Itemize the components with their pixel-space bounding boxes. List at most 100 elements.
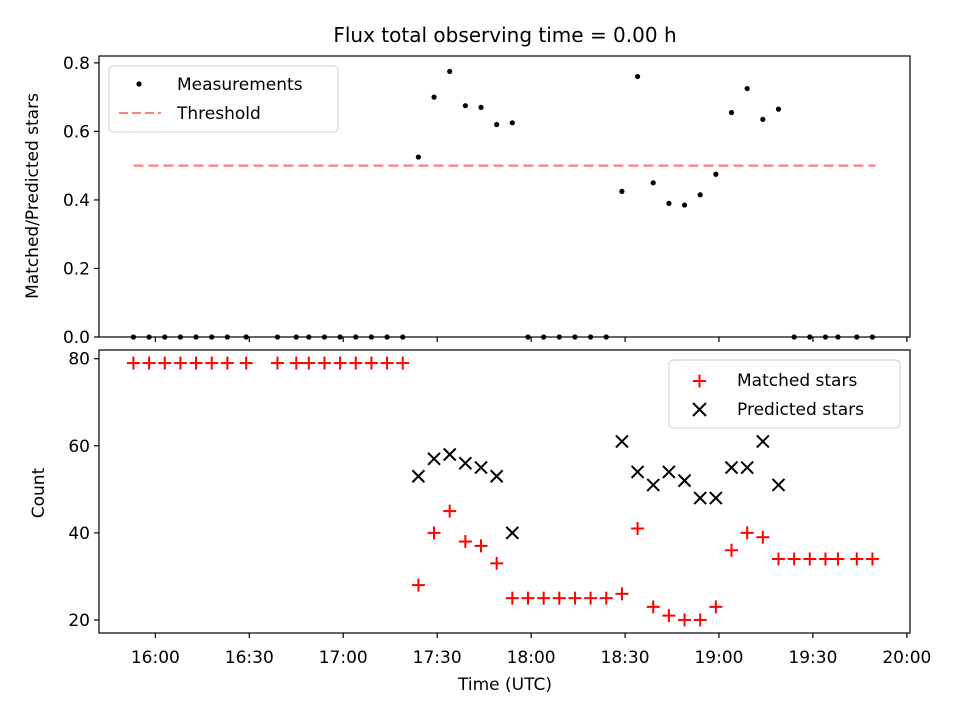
- matched-star-point: [158, 356, 172, 370]
- matched-star-point: [458, 535, 472, 549]
- matched-star-point: [474, 539, 488, 553]
- matched-star-point: [803, 552, 817, 566]
- measurement-point: [697, 192, 703, 198]
- predicted-star-point: [724, 460, 739, 475]
- bottom-plot-area: [126, 356, 879, 627]
- x-tick-label: 17:30: [413, 648, 462, 668]
- matched-star-point: [662, 609, 676, 623]
- top-legend-box: [108, 65, 339, 133]
- top-legend: Measurements Threshold: [108, 65, 339, 133]
- predicted-star-point: [489, 469, 504, 483]
- matched-star-point: [427, 526, 441, 540]
- measurement-point: [447, 68, 453, 75]
- bottom-axes-frame: [98, 349, 911, 634]
- measurement-point: [650, 180, 656, 186]
- bottom-y-axis: 20 40 60 80: [68, 350, 99, 631]
- chart-title: Flux total observing time = 0.00 h: [333, 23, 676, 47]
- matched-star-point: [787, 552, 801, 566]
- measurement-point: [744, 85, 750, 92]
- matched-star-point: [505, 591, 519, 605]
- matched-star-point: [646, 600, 660, 614]
- top-y-tick-label: 0.0: [63, 328, 90, 348]
- predicted-star-point: [677, 473, 692, 488]
- matched-star-point: [333, 356, 347, 370]
- matched-star-point: [270, 356, 284, 370]
- matched-star-point: [220, 356, 234, 370]
- top-plot-area: [130, 68, 876, 340]
- matched-star-point: [584, 591, 598, 605]
- matched-star-point: [552, 591, 566, 605]
- predicted-star-point: [771, 478, 786, 492]
- measurement-point: [728, 109, 735, 116]
- matched-star-point: [771, 552, 785, 566]
- bottom-y-tick-label: 40: [68, 524, 90, 544]
- predicted-star-point: [442, 447, 457, 462]
- matched-star-point: [142, 356, 156, 370]
- matched-star-point: [490, 556, 504, 570]
- legend-threshold-label: Threshold: [176, 104, 261, 124]
- matched-star-point: [709, 600, 723, 614]
- measurement-point: [634, 73, 641, 80]
- predicted-star-point: [630, 465, 645, 479]
- legend-measurements-marker: [136, 81, 142, 87]
- predicted-star-point: [474, 460, 488, 475]
- bottom-y-tick-label: 60: [68, 437, 90, 457]
- measurement-point: [478, 104, 484, 111]
- top-y-axis-label: Matched/Predicted stars: [23, 93, 43, 299]
- predicted-star-point: [740, 460, 754, 475]
- top-y-axis: 0.0 0.2 0.4 0.6 0.8: [63, 54, 99, 348]
- matched-star-point: [126, 356, 140, 370]
- top-y-tick-label: 0.2: [63, 259, 90, 279]
- matched-star-point: [725, 543, 739, 557]
- matched-star-point: [678, 613, 692, 627]
- matched-star-point: [850, 552, 864, 566]
- x-tick-label: 16:30: [225, 648, 274, 668]
- matched-star-point: [239, 356, 253, 370]
- matched-star-point: [818, 552, 832, 566]
- x-tick-label: 19:30: [788, 648, 837, 668]
- measurement-point: [431, 94, 437, 100]
- bottom-y-tick-label: 80: [68, 350, 90, 370]
- legend-predicted-marker: [692, 402, 707, 417]
- legend-predicted-label: Predicted stars: [737, 400, 864, 420]
- bottom-legend: Matched stars Predicted stars: [668, 359, 901, 429]
- x-tick-label: 19:00: [694, 648, 743, 668]
- measurement-point: [681, 202, 688, 208]
- matched-star-point: [521, 591, 535, 605]
- matched-star-point: [831, 552, 845, 566]
- bottom-y-axis-label: Count: [29, 467, 49, 518]
- measurement-point: [760, 116, 766, 122]
- legend-matched-label: Matched stars: [737, 371, 857, 391]
- predicted-star-point: [458, 456, 473, 470]
- predicted-star-point: [615, 434, 629, 449]
- measurement-point: [415, 154, 421, 160]
- measurement-point: [509, 120, 515, 126]
- measurement-point: [619, 188, 625, 194]
- top-y-tick-label: 0.8: [63, 54, 90, 74]
- bottom-legend-box: [668, 359, 901, 429]
- matched-star-point: [317, 356, 331, 370]
- matched-star-point: [615, 587, 629, 601]
- x-tick-label: 17:00: [319, 648, 368, 668]
- x-tick-label: 18:30: [601, 648, 650, 668]
- measurement-point: [666, 200, 672, 206]
- matched-star-point: [364, 356, 378, 370]
- bottom-y-tick-label: 20: [68, 611, 90, 631]
- legend-matched-marker: [693, 374, 706, 388]
- top-y-tick-label: 0.6: [63, 122, 90, 142]
- legend-measurements-label: Measurements: [177, 75, 303, 95]
- matched-star-point: [289, 356, 303, 370]
- matched-star-point: [537, 591, 551, 605]
- matched-star-point: [411, 578, 425, 592]
- x-tick-label: 18:00: [507, 648, 556, 668]
- bottom-x-axis: 16:00 16:30 17:00 17:30 18:00 18:30 19:00 19:30…: [131, 633, 931, 668]
- x-axis-label: Time (UTC): [457, 675, 552, 695]
- matched-star-point: [173, 356, 187, 370]
- measurement-point: [775, 106, 782, 112]
- matched-star-point: [302, 356, 316, 370]
- matched-star-point: [693, 613, 707, 627]
- predicted-star-point: [505, 526, 520, 540]
- top-axes: 0.00.20.40.60.8 Matched/Predicted stars …: [23, 54, 911, 348]
- matched-star-point: [443, 504, 457, 518]
